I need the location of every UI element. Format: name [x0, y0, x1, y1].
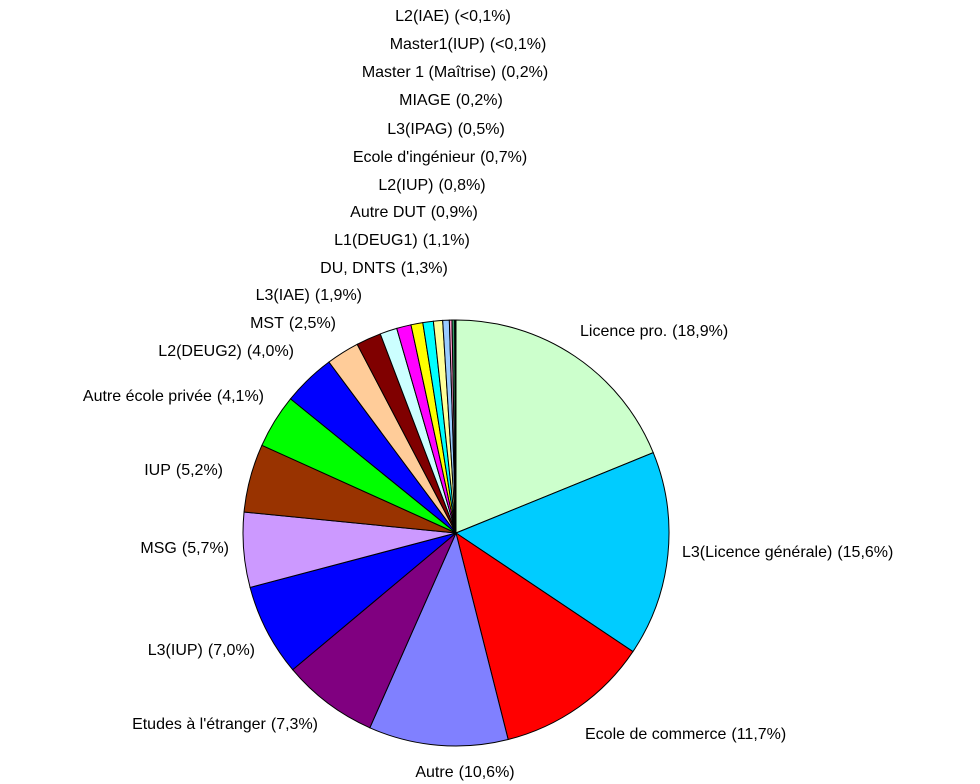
- slice-label: Autre école privée (4,1%): [83, 388, 264, 405]
- slice-label: L3(IPAG) (0,5%): [387, 121, 505, 138]
- slice-label: MSG (5,7%): [140, 540, 229, 557]
- category-label: MST: [250, 315, 284, 332]
- value-label: (<0,1%): [454, 8, 510, 25]
- category-label: L3(IPAG): [387, 121, 453, 138]
- slice-label: L3(Licence générale) (15,6%): [682, 544, 893, 561]
- category-label: L2(IUP): [378, 177, 433, 194]
- category-label: IUP: [144, 462, 171, 479]
- slice-label: Master1(IUP) (<0,1%): [390, 36, 547, 53]
- value-label: (5,2%): [176, 462, 223, 479]
- slice-label: L1(DEUG1) (1,1%): [334, 232, 470, 249]
- category-label: Autre école privée: [83, 388, 212, 405]
- category-label: Etudes à l'étranger: [132, 716, 266, 733]
- pie-slice: [455, 319, 654, 534]
- slice-label: L2(IAE) (<0,1%): [395, 8, 511, 25]
- pie-slice: [454, 451, 670, 653]
- category-label: L2(IAE): [395, 8, 449, 25]
- slice-label: L2(DEUG2) (4,0%): [158, 343, 294, 360]
- value-label: (<0,1%): [490, 36, 546, 53]
- slice-label: Ecole d'ingénieur (0,7%): [353, 149, 527, 166]
- category-label: MIAGE: [399, 92, 451, 109]
- value-label: (2,5%): [289, 315, 336, 332]
- value-label: (11,7%): [731, 726, 786, 743]
- value-label: (10,6%): [459, 764, 515, 781]
- value-label: (4,0%): [247, 343, 294, 360]
- slice-label: Etudes à l'étranger (7,3%): [132, 716, 318, 733]
- slice-label: MIAGE (0,2%): [399, 92, 503, 109]
- category-label: Autre: [415, 764, 453, 781]
- category-label: L1(DEUG1): [334, 232, 418, 249]
- value-label: (5,7%): [182, 540, 229, 557]
- slice-label: L3(IAE) (1,9%): [256, 287, 362, 304]
- category-label: Ecole d'ingénieur: [353, 149, 476, 166]
- category-label: Autre DUT: [350, 204, 426, 221]
- value-label: (15,6%): [837, 544, 893, 561]
- slice-label: Master 1 (Maîtrise) (0,2%): [362, 64, 548, 81]
- value-label: (4,1%): [217, 388, 264, 405]
- category-label: Licence pro.: [580, 323, 667, 340]
- category-label: L3(IAE): [256, 287, 310, 304]
- pie-slice: [291, 532, 457, 729]
- slice-label: L2(IUP) (0,8%): [378, 177, 485, 194]
- value-label: (7,0%): [208, 642, 255, 659]
- slice-label: Autre (10,6%): [415, 764, 514, 781]
- slice-label: MST (2,5%): [250, 315, 336, 332]
- value-label: (1,9%): [315, 287, 362, 304]
- slice-label: L3(IUP) (7,0%): [148, 642, 255, 659]
- value-label: (1,3%): [401, 260, 448, 277]
- category-label: L2(DEUG2): [158, 343, 242, 360]
- category-label: L3(Licence générale): [682, 544, 832, 561]
- pie-slice: [454, 319, 457, 534]
- pie-slice: [455, 531, 634, 741]
- value-label: (18,9%): [672, 323, 728, 340]
- value-label: (7,3%): [271, 716, 318, 733]
- category-label: Master 1 (Maîtrise): [362, 64, 496, 81]
- category-label: MSG: [140, 540, 176, 557]
- slice-label: IUP (5,2%): [144, 462, 223, 479]
- value-label: (0,9%): [431, 204, 478, 221]
- category-label: Ecole de commerce: [585, 726, 726, 743]
- slice-label: Ecole de commerce (11,7%): [585, 726, 786, 743]
- slice-label: Autre DUT (0,9%): [350, 204, 478, 221]
- value-label: (0,5%): [458, 121, 505, 138]
- value-label: (0,7%): [480, 149, 527, 166]
- value-label: (0,8%): [439, 177, 486, 194]
- slice-label: Licence pro. (18,9%): [580, 323, 728, 340]
- value-label: (0,2%): [501, 64, 548, 81]
- value-label: (0,2%): [456, 92, 503, 109]
- category-label: Master1(IUP): [390, 36, 485, 53]
- slice-label: DU, DNTS (1,3%): [320, 260, 448, 277]
- category-label: L3(IUP): [148, 642, 203, 659]
- value-label: (1,1%): [423, 232, 470, 249]
- category-label: DU, DNTS: [320, 260, 396, 277]
- pie-slice: [369, 531, 509, 747]
